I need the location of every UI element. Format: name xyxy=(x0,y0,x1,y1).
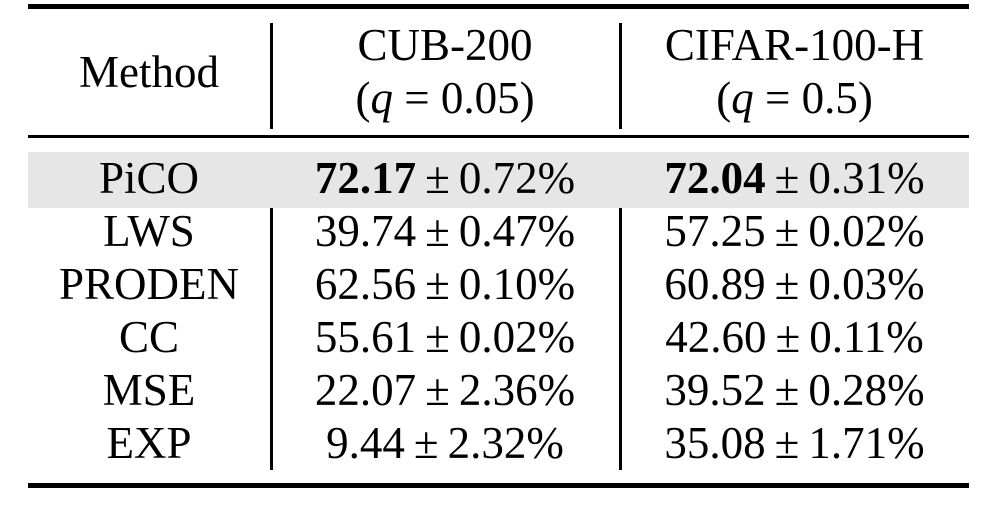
cub-score-cell: 72.17 ±0.72% xyxy=(270,152,620,205)
plus-minus: ± xyxy=(774,259,800,309)
method-name: PiCO xyxy=(98,153,200,203)
score-mean: 42.60 xyxy=(665,312,767,362)
plus-minus: ± xyxy=(413,418,439,468)
column-separator-header-2 xyxy=(619,23,622,129)
score-std: 2.36% xyxy=(458,365,576,415)
header-cifar-param: (q = 0.5) xyxy=(716,72,873,125)
table-row-exp: EXP 9.44 ±2.32% 35.08 ±1.71% xyxy=(28,417,969,470)
score-std: 0.31% xyxy=(808,153,925,203)
method-name: PRODEN xyxy=(58,259,240,309)
score-std: 0.10% xyxy=(458,259,576,309)
method-name: LWS xyxy=(103,206,195,256)
highlight-row-band xyxy=(28,152,969,208)
plus-minus: ± xyxy=(425,365,450,415)
header-method-label: Method xyxy=(79,46,219,97)
plus-minus: ± xyxy=(425,206,450,256)
column-separator-body-1 xyxy=(270,152,273,470)
header-cub-label: CUB-200 xyxy=(357,20,533,70)
score-mean: 57.25 xyxy=(664,206,766,256)
q-value: = 0.5) xyxy=(753,73,873,123)
column-separator-header-1 xyxy=(270,23,273,129)
plus-minus: ± xyxy=(775,312,801,362)
score-std: 0.72% xyxy=(458,153,576,203)
q-variable: q xyxy=(370,73,393,123)
score-mean: 39.74 xyxy=(314,206,417,256)
score-std: 0.47% xyxy=(458,206,576,256)
cifar-score-cell: 57.25 ±0.02% xyxy=(620,205,969,258)
score-mean: 55.61 xyxy=(314,312,417,362)
plus-minus: ± xyxy=(774,153,800,203)
table-row-lws: LWS 39.74 ±0.47% 57.25 ±0.02% xyxy=(28,205,969,258)
header-cub-param: (q = 0.05) xyxy=(355,72,534,125)
score-mean: 39.52 xyxy=(664,365,766,415)
paren-open: ( xyxy=(355,73,371,123)
table-bottom-rule xyxy=(28,483,969,488)
score-mean: 62.56 xyxy=(314,259,417,309)
score-std: 0.02% xyxy=(808,206,925,256)
plus-minus: ± xyxy=(425,312,450,362)
cifar-score-cell: 39.52 ±0.28% xyxy=(620,364,969,417)
header-method: Method xyxy=(28,9,270,135)
header-cifar-label: CIFAR-100-H xyxy=(664,20,925,70)
plus-minus: ± xyxy=(774,418,800,468)
score-mean: 72.17 xyxy=(314,153,417,203)
cifar-score-cell: 60.89 ±0.03% xyxy=(620,258,969,311)
header-cifar-100-h: CIFAR-100-H (q = 0.5) xyxy=(620,9,969,135)
score-mean: 9.44 xyxy=(326,418,405,468)
score-mean: 22.07 xyxy=(314,365,417,415)
cub-score-cell: 39.74 ±0.47% xyxy=(270,205,620,258)
q-variable: q xyxy=(731,73,754,123)
table-header: Method CUB-200 (q = 0.05) CIFAR-100-H (q… xyxy=(28,9,969,135)
score-std: 1.71% xyxy=(808,418,925,468)
plus-minus: ± xyxy=(774,365,800,415)
paren-open: ( xyxy=(716,73,732,123)
cifar-score-cell: 72.04 ±0.31% xyxy=(620,152,969,205)
table-top-rule xyxy=(28,4,969,9)
score-mean: 72.04 xyxy=(664,153,766,203)
cub-score-cell: 55.61 ±0.02% xyxy=(270,311,620,364)
score-mean: 35.08 xyxy=(664,418,766,468)
table-header-rule xyxy=(28,135,969,138)
cifar-score-cell: 35.08 ±1.71% xyxy=(620,417,969,470)
plus-minus: ± xyxy=(425,153,450,203)
column-separator-body-2 xyxy=(619,152,622,470)
score-std: 0.03% xyxy=(808,259,925,309)
cub-score-cell: 62.56 ±0.10% xyxy=(270,258,620,311)
score-std: 0.02% xyxy=(458,312,576,362)
header-cub-200: CUB-200 (q = 0.05) xyxy=(270,9,620,135)
plus-minus: ± xyxy=(774,206,800,256)
table-row-cc: CC 55.61 ±0.02% 42.60 ±0.11% xyxy=(28,311,969,364)
cub-score-cell: 22.07 ±2.36% xyxy=(270,364,620,417)
table-body: PiCO 72.17 ±0.72% 72.04 ±0.31% LWS 39.74 ±0… xyxy=(28,152,969,470)
score-std: 2.32% xyxy=(447,418,564,468)
q-value: = 0.05) xyxy=(392,73,535,123)
score-std: 0.11% xyxy=(809,312,924,362)
score-mean: 60.89 xyxy=(664,259,766,309)
method-name: MSE xyxy=(102,365,196,415)
cifar-score-cell: 42.60 ±0.11% xyxy=(620,311,969,364)
table-row-proden: PRODEN 62.56 ±0.10% 60.89 ±0.03% xyxy=(28,258,969,311)
score-std: 0.28% xyxy=(808,365,925,415)
plus-minus: ± xyxy=(425,259,450,309)
table-row-pico: PiCO 72.17 ±0.72% 72.04 ±0.31% xyxy=(28,152,969,205)
method-name: EXP xyxy=(106,418,192,468)
cub-score-cell: 9.44 ±2.32% xyxy=(270,417,620,470)
table-row-mse: MSE 22.07 ±2.36% 39.52 ±0.28% xyxy=(28,364,969,417)
method-name: CC xyxy=(118,312,180,362)
